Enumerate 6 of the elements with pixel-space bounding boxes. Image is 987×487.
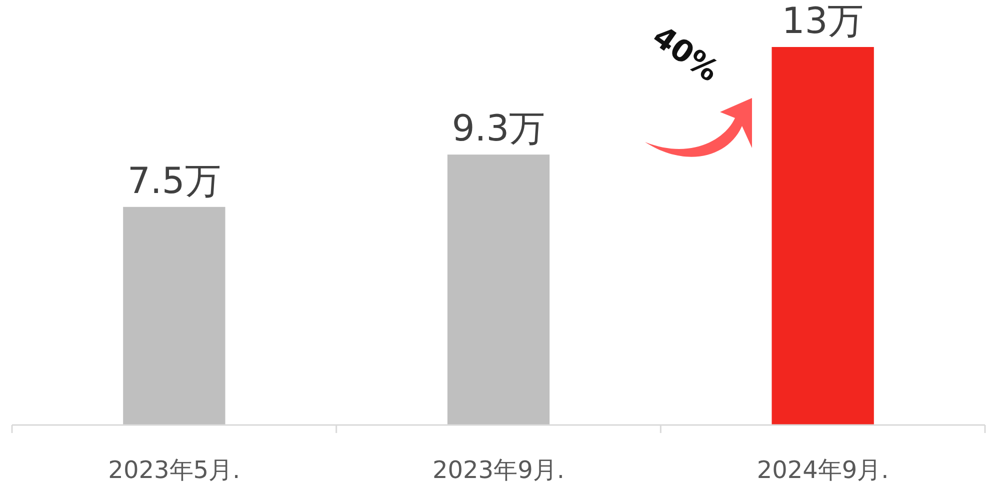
x-tick-label: 2024年9月. (756, 456, 889, 484)
data-label: 13万 (782, 1, 864, 42)
x-tick-label: 2023年5月. (108, 456, 240, 484)
data-label: 7.5万 (128, 160, 221, 202)
data-label: 9.3万 (452, 108, 546, 150)
x-tick-label: 2023年9月. (432, 456, 564, 484)
